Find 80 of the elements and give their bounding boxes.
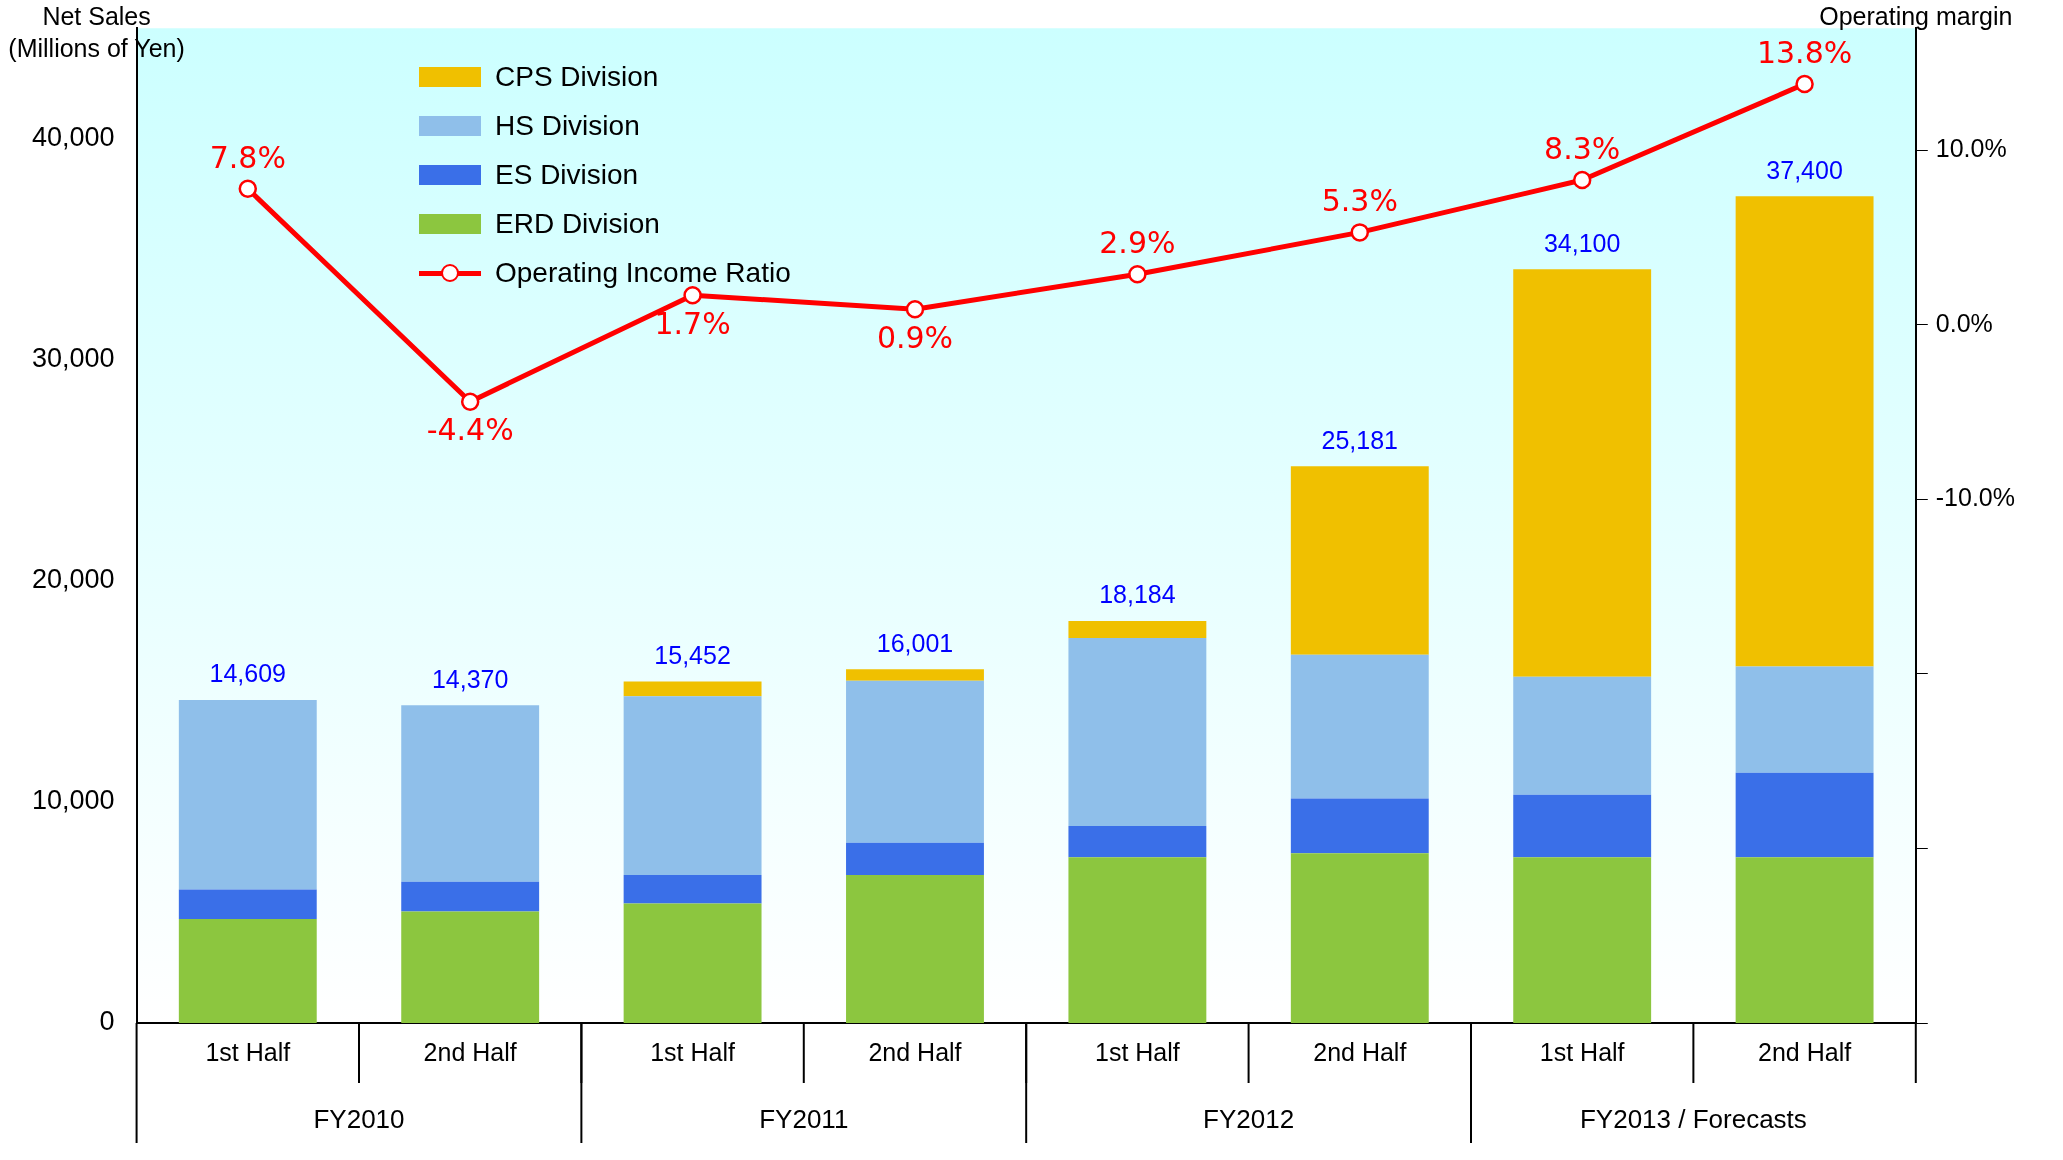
bar — [1290, 853, 1429, 1023]
data-label: 2.9% — [1099, 225, 1176, 261]
point — [1128, 265, 1147, 284]
total-label: 15,452 — [654, 640, 731, 669]
point — [1572, 170, 1592, 190]
data-label: -4.4% — [426, 412, 514, 448]
text: FY2010 — [313, 1104, 405, 1135]
bar — [1513, 676, 1652, 795]
bar — [1513, 794, 1652, 858]
bar — [1068, 638, 1207, 827]
data-label: 13.8% — [1756, 34, 1853, 70]
bar — [1068, 621, 1207, 639]
y-tick-label: 10,000 — [31, 785, 115, 816]
y-tick-label: 40,000 — [31, 122, 115, 153]
legend-label: Operating Income Ratio — [495, 256, 791, 289]
legend-label: ES Division — [495, 158, 639, 191]
total-label: 18,184 — [1099, 580, 1176, 609]
bar — [1735, 196, 1874, 667]
bar — [1735, 857, 1874, 1023]
bar — [846, 842, 984, 876]
data-label: 0.9% — [876, 319, 954, 355]
data-label: 8.3% — [1544, 130, 1621, 166]
y2-tick-label: -10.0% — [1935, 483, 2016, 512]
data-label: 7.8% — [209, 139, 286, 175]
total-label: 14,370 — [431, 664, 509, 693]
point — [1795, 74, 1814, 94]
bar — [178, 700, 317, 890]
y2-axis-title: Operating margin — [1818, 1, 2014, 32]
bar — [178, 919, 317, 1023]
text: FY2013 / Forecasts — [1579, 1104, 1807, 1135]
point — [460, 392, 480, 411]
y2-tick-label: 10.0% — [1935, 134, 2007, 163]
x-tick-label: 1st Half — [1095, 1037, 1180, 1066]
legend-label: CPS Division — [495, 60, 659, 93]
bar — [623, 681, 762, 697]
text: FY2012 — [1203, 1104, 1295, 1135]
total-label: 14,609 — [209, 659, 287, 688]
bar — [1513, 857, 1652, 1023]
x-tick-label: 2nd Half — [1313, 1037, 1407, 1066]
legend-label: HS Division — [495, 109, 640, 142]
total-label: 16,001 — [876, 628, 954, 657]
text: FY2011 — [759, 1104, 849, 1135]
y-tick-label: 20,000 — [31, 564, 115, 595]
y-tick-label: 0 — [99, 1006, 115, 1037]
bar — [1290, 798, 1429, 854]
bar — [178, 889, 317, 920]
y2-tick-label: 0.0% — [1935, 308, 1993, 337]
total-label: 37,400 — [1766, 155, 1843, 184]
bar — [1735, 666, 1874, 773]
bar — [1290, 466, 1429, 655]
bar — [1735, 772, 1874, 858]
x-tick-label: 2nd Half — [423, 1037, 517, 1066]
bar — [1068, 857, 1207, 1023]
point — [1350, 223, 1370, 242]
bar — [623, 903, 762, 1023]
bar — [623, 875, 762, 904]
data-label: 5.3% — [1321, 183, 1398, 219]
bar — [623, 696, 762, 876]
point — [905, 299, 925, 319]
x-tick-label: 1st Half — [1539, 1037, 1625, 1066]
bar — [846, 875, 984, 1023]
bar — [1513, 269, 1652, 677]
bar — [401, 911, 540, 1023]
bar — [401, 705, 540, 882]
bar — [846, 669, 984, 681]
total-label: 25,181 — [1321, 425, 1399, 454]
point — [238, 179, 258, 199]
data-label: 1.7% — [654, 306, 731, 342]
point — [683, 285, 702, 305]
bar — [846, 680, 984, 843]
legend-label: ERD Division — [495, 207, 660, 240]
bar — [1290, 654, 1429, 799]
total-label: 34,100 — [1543, 228, 1621, 257]
x-tick-label: 1st Half — [205, 1037, 291, 1066]
bar — [401, 881, 540, 912]
x-tick-label: 2nd Half — [868, 1037, 962, 1066]
x-tick-label: 2nd Half — [1758, 1037, 1852, 1066]
x-tick-label: 1st Half — [650, 1037, 736, 1066]
y-tick-label: 30,000 — [31, 343, 115, 374]
bar — [1068, 826, 1207, 858]
